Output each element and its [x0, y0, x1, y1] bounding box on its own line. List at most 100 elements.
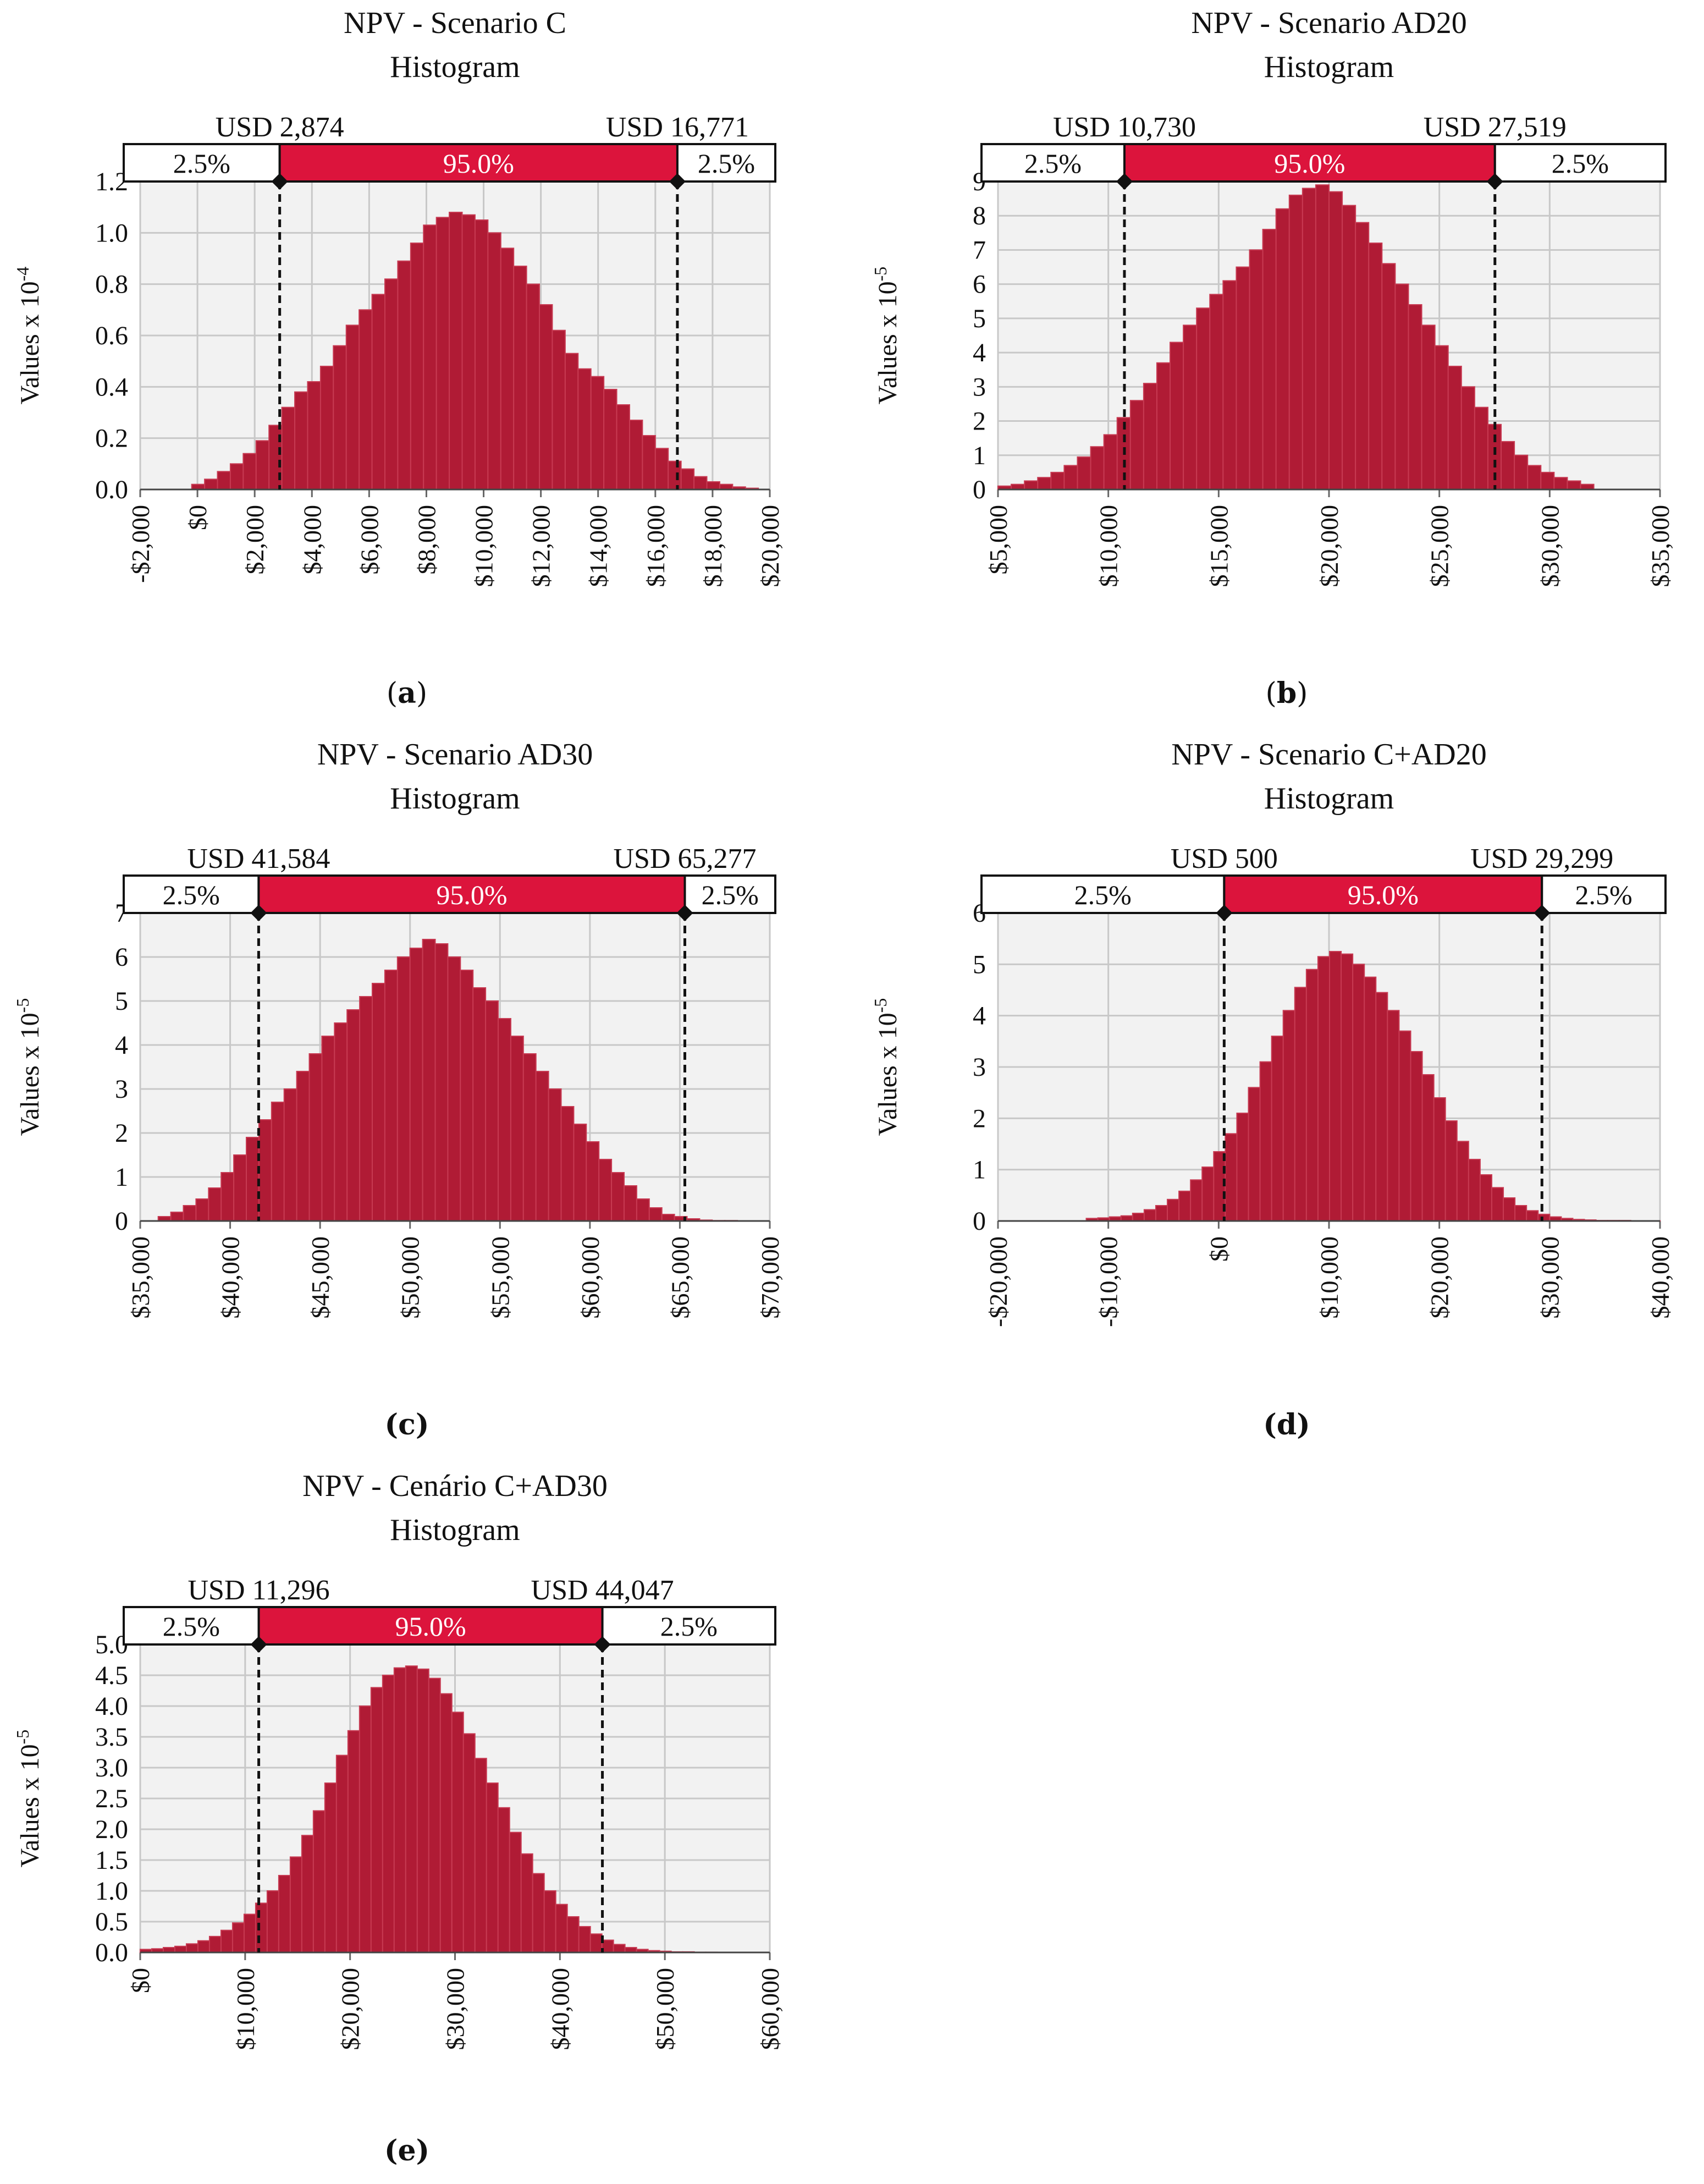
x-tick-label: $0 — [126, 1968, 155, 1993]
histogram-bar — [359, 996, 373, 1222]
histogram-bar — [474, 1758, 487, 1953]
x-tick-label: $70,000 — [756, 1236, 784, 1319]
lower-percentile-marker — [1116, 173, 1133, 190]
histogram-bar — [308, 1053, 323, 1222]
x-tick-label: $10,000 — [1315, 1236, 1343, 1319]
x-tick-label: $16,000 — [642, 505, 670, 587]
histogram-bar — [1501, 441, 1515, 491]
histogram-bar — [1375, 992, 1388, 1222]
y-tick-label: 3.5 — [95, 1723, 128, 1752]
x-tick-label: $30,000 — [442, 1968, 470, 2050]
histogram-bar — [539, 304, 553, 490]
y-axis-label: Values x 10-4 — [13, 267, 45, 405]
histogram-bar — [1050, 471, 1065, 491]
band-middle-percent: 95.0% — [443, 148, 514, 179]
upper-percentile-label: USD 65,277 — [613, 843, 756, 874]
y-tick-label: 4 — [973, 338, 986, 367]
histogram-bar — [1434, 345, 1449, 491]
caption-d: (d) — [1263, 1408, 1310, 1442]
y-tick-label: 6 — [115, 943, 128, 972]
x-tick-label: $20,000 — [1426, 1236, 1454, 1319]
x-tick-label: $5,000 — [984, 505, 1012, 575]
histogram-bar — [1329, 951, 1342, 1222]
lower-percentile-marker — [250, 905, 267, 921]
histogram-bar — [271, 1102, 285, 1222]
x-tick-label: $2,000 — [241, 505, 269, 575]
histogram-bar — [1341, 953, 1354, 1222]
histogram-bar — [1305, 969, 1319, 1222]
histogram-bar — [654, 448, 669, 490]
histogram-bar — [294, 391, 308, 491]
histogram-bar — [1190, 1179, 1203, 1222]
histogram-bar — [498, 1018, 511, 1222]
histogram-bar — [246, 1137, 260, 1222]
band-right-percent: 2.5% — [698, 148, 755, 179]
histogram-bar — [258, 1119, 272, 1222]
histogram-bar — [1249, 249, 1264, 490]
histogram-bar — [1474, 406, 1488, 491]
histogram-bar — [242, 453, 257, 491]
upper-percentile-label: USD 29,299 — [1470, 843, 1613, 874]
histogram-bar — [1209, 294, 1224, 490]
x-tick-label: -$20,000 — [984, 1236, 1012, 1327]
y-tick-label: 0.8 — [95, 270, 128, 299]
x-tick-label: $10,000 — [470, 505, 498, 587]
histogram-bar — [283, 1088, 297, 1222]
histogram-bar — [319, 366, 334, 490]
band-right-percent: 2.5% — [1552, 148, 1609, 179]
y-tick-label: 2 — [973, 1104, 986, 1133]
histogram-bar — [1275, 208, 1290, 490]
histogram-bar — [474, 219, 489, 490]
lower-percentile-label: USD 500 — [1171, 843, 1278, 874]
histogram-bar — [603, 389, 617, 490]
histogram-bar — [500, 247, 515, 490]
histogram-bar — [706, 481, 720, 490]
x-tick-label: $45,000 — [306, 1236, 334, 1319]
upper-percentile-label: USD 16,771 — [606, 112, 749, 143]
histogram-bar — [243, 1913, 256, 1953]
histogram-bar — [281, 406, 296, 491]
histogram-bar — [1201, 1167, 1215, 1222]
lower-percentile-label: USD 10,730 — [1053, 112, 1196, 143]
y-axis-label-exponent: -4 — [13, 267, 32, 282]
histogram-bar — [397, 260, 411, 490]
histogram-bar — [526, 283, 541, 491]
y-tick-label: 1.5 — [95, 1846, 128, 1875]
histogram-bar — [1491, 1187, 1504, 1222]
x-tick-label: $8,000 — [412, 505, 440, 575]
band-middle-percent: 95.0% — [436, 879, 507, 910]
y-tick-label: 4.0 — [95, 1692, 128, 1721]
histogram-bar — [382, 1675, 395, 1953]
histogram-bar — [461, 214, 476, 490]
histogram-bar — [497, 1807, 510, 1953]
histogram-bar — [1410, 1051, 1423, 1222]
y-axis-label-text: Values x 10 — [873, 1013, 902, 1136]
lower-percentile-marker — [271, 173, 288, 190]
x-tick-label: $30,000 — [1536, 1236, 1564, 1319]
histogram-bar — [1364, 976, 1377, 1222]
y-axis-label-exponent: -5 — [870, 267, 890, 282]
histogram-bar — [1183, 324, 1198, 490]
histogram-bar — [393, 1667, 406, 1953]
y-axis-label: Values x 10-5 — [870, 998, 902, 1136]
y-tick-label: 1 — [115, 1163, 128, 1192]
band-right — [683, 874, 777, 914]
band-middle — [278, 143, 679, 183]
histogram-bar — [183, 1205, 197, 1222]
histogram-bar — [560, 1106, 575, 1222]
histogram-bar — [1526, 1210, 1539, 1222]
histogram-bar — [1444, 1120, 1458, 1222]
chart-subtitle: Histogram — [390, 50, 520, 84]
band-left-percent: 2.5% — [1074, 879, 1132, 910]
lower-percentile-label: USD 41,584 — [187, 843, 330, 874]
histogram-bar — [278, 1875, 291, 1953]
histogram-bar — [359, 1706, 372, 1953]
histogram-bar — [1063, 465, 1078, 491]
histogram-bar — [598, 1159, 613, 1222]
y-tick-label: 4 — [973, 1002, 986, 1031]
histogram-bar — [636, 1198, 650, 1222]
histogram-bar — [255, 440, 270, 490]
histogram-bar — [1132, 1213, 1145, 1222]
x-tick-label: -$2,000 — [126, 505, 155, 583]
y-axis-label: Values x 10-5 — [870, 267, 902, 405]
